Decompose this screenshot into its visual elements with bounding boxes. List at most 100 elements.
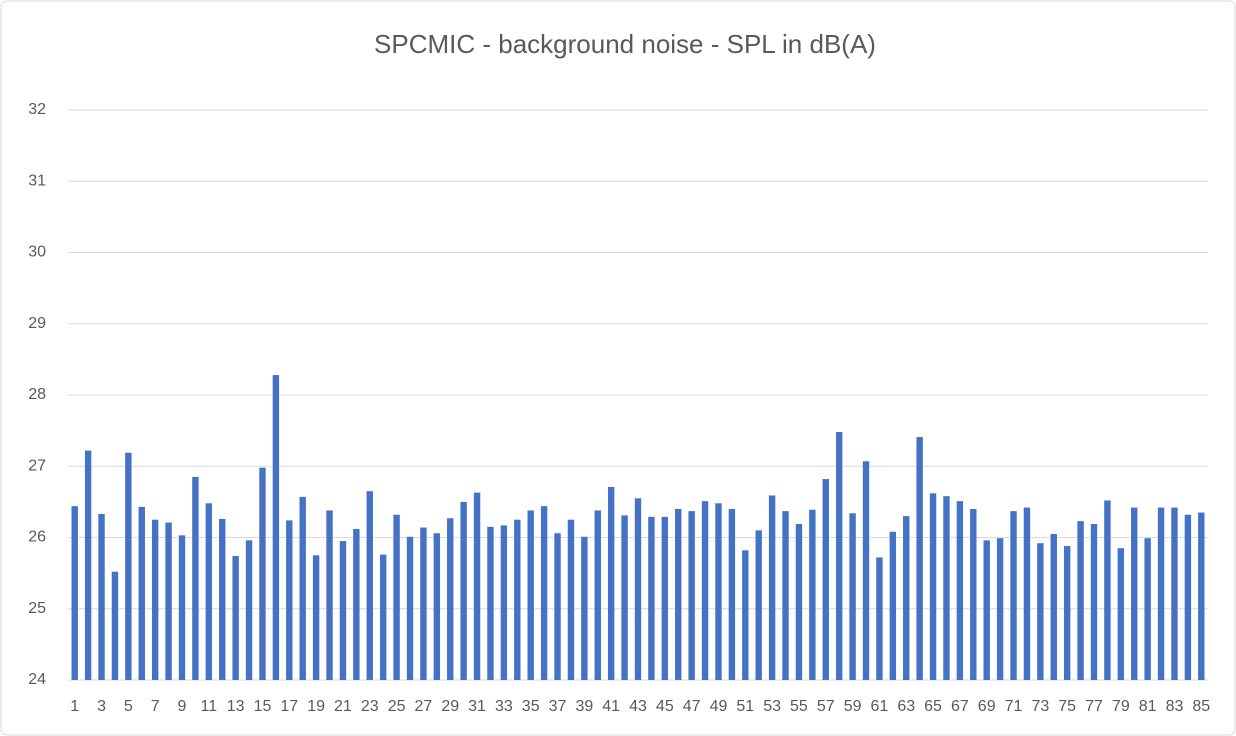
bar xyxy=(607,486,615,680)
x-tick-label: 57 xyxy=(817,698,835,715)
bar xyxy=(326,510,333,680)
x-tick-label: 37 xyxy=(549,698,567,715)
bar xyxy=(594,510,601,680)
x-tick-label: 85 xyxy=(1192,698,1210,715)
x-tick-label: 35 xyxy=(522,698,540,715)
x-tick-label: 3 xyxy=(97,698,106,715)
bar xyxy=(621,515,628,680)
x-tick-label: 31 xyxy=(468,698,486,715)
bar xyxy=(71,506,78,680)
bar xyxy=(1184,514,1192,680)
x-tick-label: 69 xyxy=(978,698,996,715)
bar xyxy=(795,523,803,680)
x-tick-label: 75 xyxy=(1058,698,1076,715)
bar xyxy=(1144,538,1151,680)
bar xyxy=(929,493,937,680)
x-tick-label: 9 xyxy=(178,698,187,715)
bar xyxy=(366,491,373,680)
bar xyxy=(420,527,427,680)
bar xyxy=(259,467,266,680)
bar xyxy=(581,536,588,680)
x-tick-label: 81 xyxy=(1139,698,1157,715)
bar xyxy=(983,540,990,680)
bar xyxy=(406,536,414,680)
bar xyxy=(1050,533,1057,680)
bar xyxy=(876,557,883,680)
bar xyxy=(675,509,682,680)
bar xyxy=(379,554,387,680)
x-tick-label: 15 xyxy=(254,698,272,715)
bar xyxy=(849,513,856,680)
bar xyxy=(809,509,816,680)
bar xyxy=(715,503,722,680)
bar xyxy=(835,432,843,680)
x-tick-label: 19 xyxy=(307,698,325,715)
x-tick-label: 5 xyxy=(124,698,133,715)
x-tick-label: 83 xyxy=(1166,698,1184,715)
chart-title: SPCMIC - background noise - SPL in dB(A) xyxy=(374,29,876,59)
bar xyxy=(782,511,789,680)
bar xyxy=(111,571,119,680)
x-tick-label: 77 xyxy=(1085,698,1103,715)
bar xyxy=(728,509,736,680)
bar xyxy=(1104,500,1111,680)
x-tick-label: 51 xyxy=(736,698,754,715)
y-tick-label: 24 xyxy=(28,671,46,688)
bar xyxy=(393,514,400,680)
bar xyxy=(1090,523,1098,680)
bar xyxy=(527,510,534,680)
y-tick-label: 30 xyxy=(28,244,46,261)
bar xyxy=(701,501,709,680)
y-tick-label: 31 xyxy=(28,172,46,189)
bar xyxy=(165,522,172,680)
bar xyxy=(473,492,481,680)
x-tick-label: 17 xyxy=(280,698,298,715)
x-tick-label: 25 xyxy=(388,698,406,715)
x-tick-label: 65 xyxy=(924,698,942,715)
bar xyxy=(1010,511,1017,680)
y-tick-label: 26 xyxy=(28,529,46,546)
bar xyxy=(903,516,910,680)
bar xyxy=(312,555,320,680)
bar xyxy=(219,518,226,680)
x-tick-label: 61 xyxy=(871,698,889,715)
bar xyxy=(433,533,441,680)
y-tick-label: 29 xyxy=(28,315,46,332)
y-tick-label: 32 xyxy=(28,101,46,118)
bar xyxy=(634,498,642,680)
x-tick-label: 13 xyxy=(227,698,245,715)
x-tick-label: 73 xyxy=(1031,698,1049,715)
bar xyxy=(956,501,964,680)
x-tick-label: 39 xyxy=(575,698,593,715)
bar xyxy=(98,513,105,680)
x-tick-label: 71 xyxy=(1005,698,1023,715)
bar xyxy=(889,531,897,680)
bar xyxy=(540,506,548,680)
bar xyxy=(84,450,92,680)
bar xyxy=(192,476,199,680)
bar xyxy=(286,520,293,680)
x-tick-label: 21 xyxy=(334,698,352,715)
y-tick-label: 28 xyxy=(28,386,46,403)
y-tick-label: 25 xyxy=(28,600,46,617)
x-tick-label: 47 xyxy=(683,698,701,715)
bar xyxy=(514,519,521,680)
bar xyxy=(996,538,1004,680)
x-tick-label: 23 xyxy=(361,698,379,715)
x-tick-label: 11 xyxy=(201,698,218,715)
x-tick-label: 45 xyxy=(656,698,674,715)
x-tick-label: 27 xyxy=(415,698,433,715)
y-tick-label: 27 xyxy=(28,457,46,474)
x-tick-label: 67 xyxy=(951,698,969,715)
bar xyxy=(661,516,669,680)
bar xyxy=(862,461,870,680)
bar xyxy=(1157,507,1165,680)
bar xyxy=(1077,521,1084,680)
bar xyxy=(1037,543,1044,680)
bar xyxy=(1117,548,1125,680)
bar xyxy=(916,437,923,680)
bar xyxy=(1023,507,1031,680)
bar xyxy=(768,495,776,680)
